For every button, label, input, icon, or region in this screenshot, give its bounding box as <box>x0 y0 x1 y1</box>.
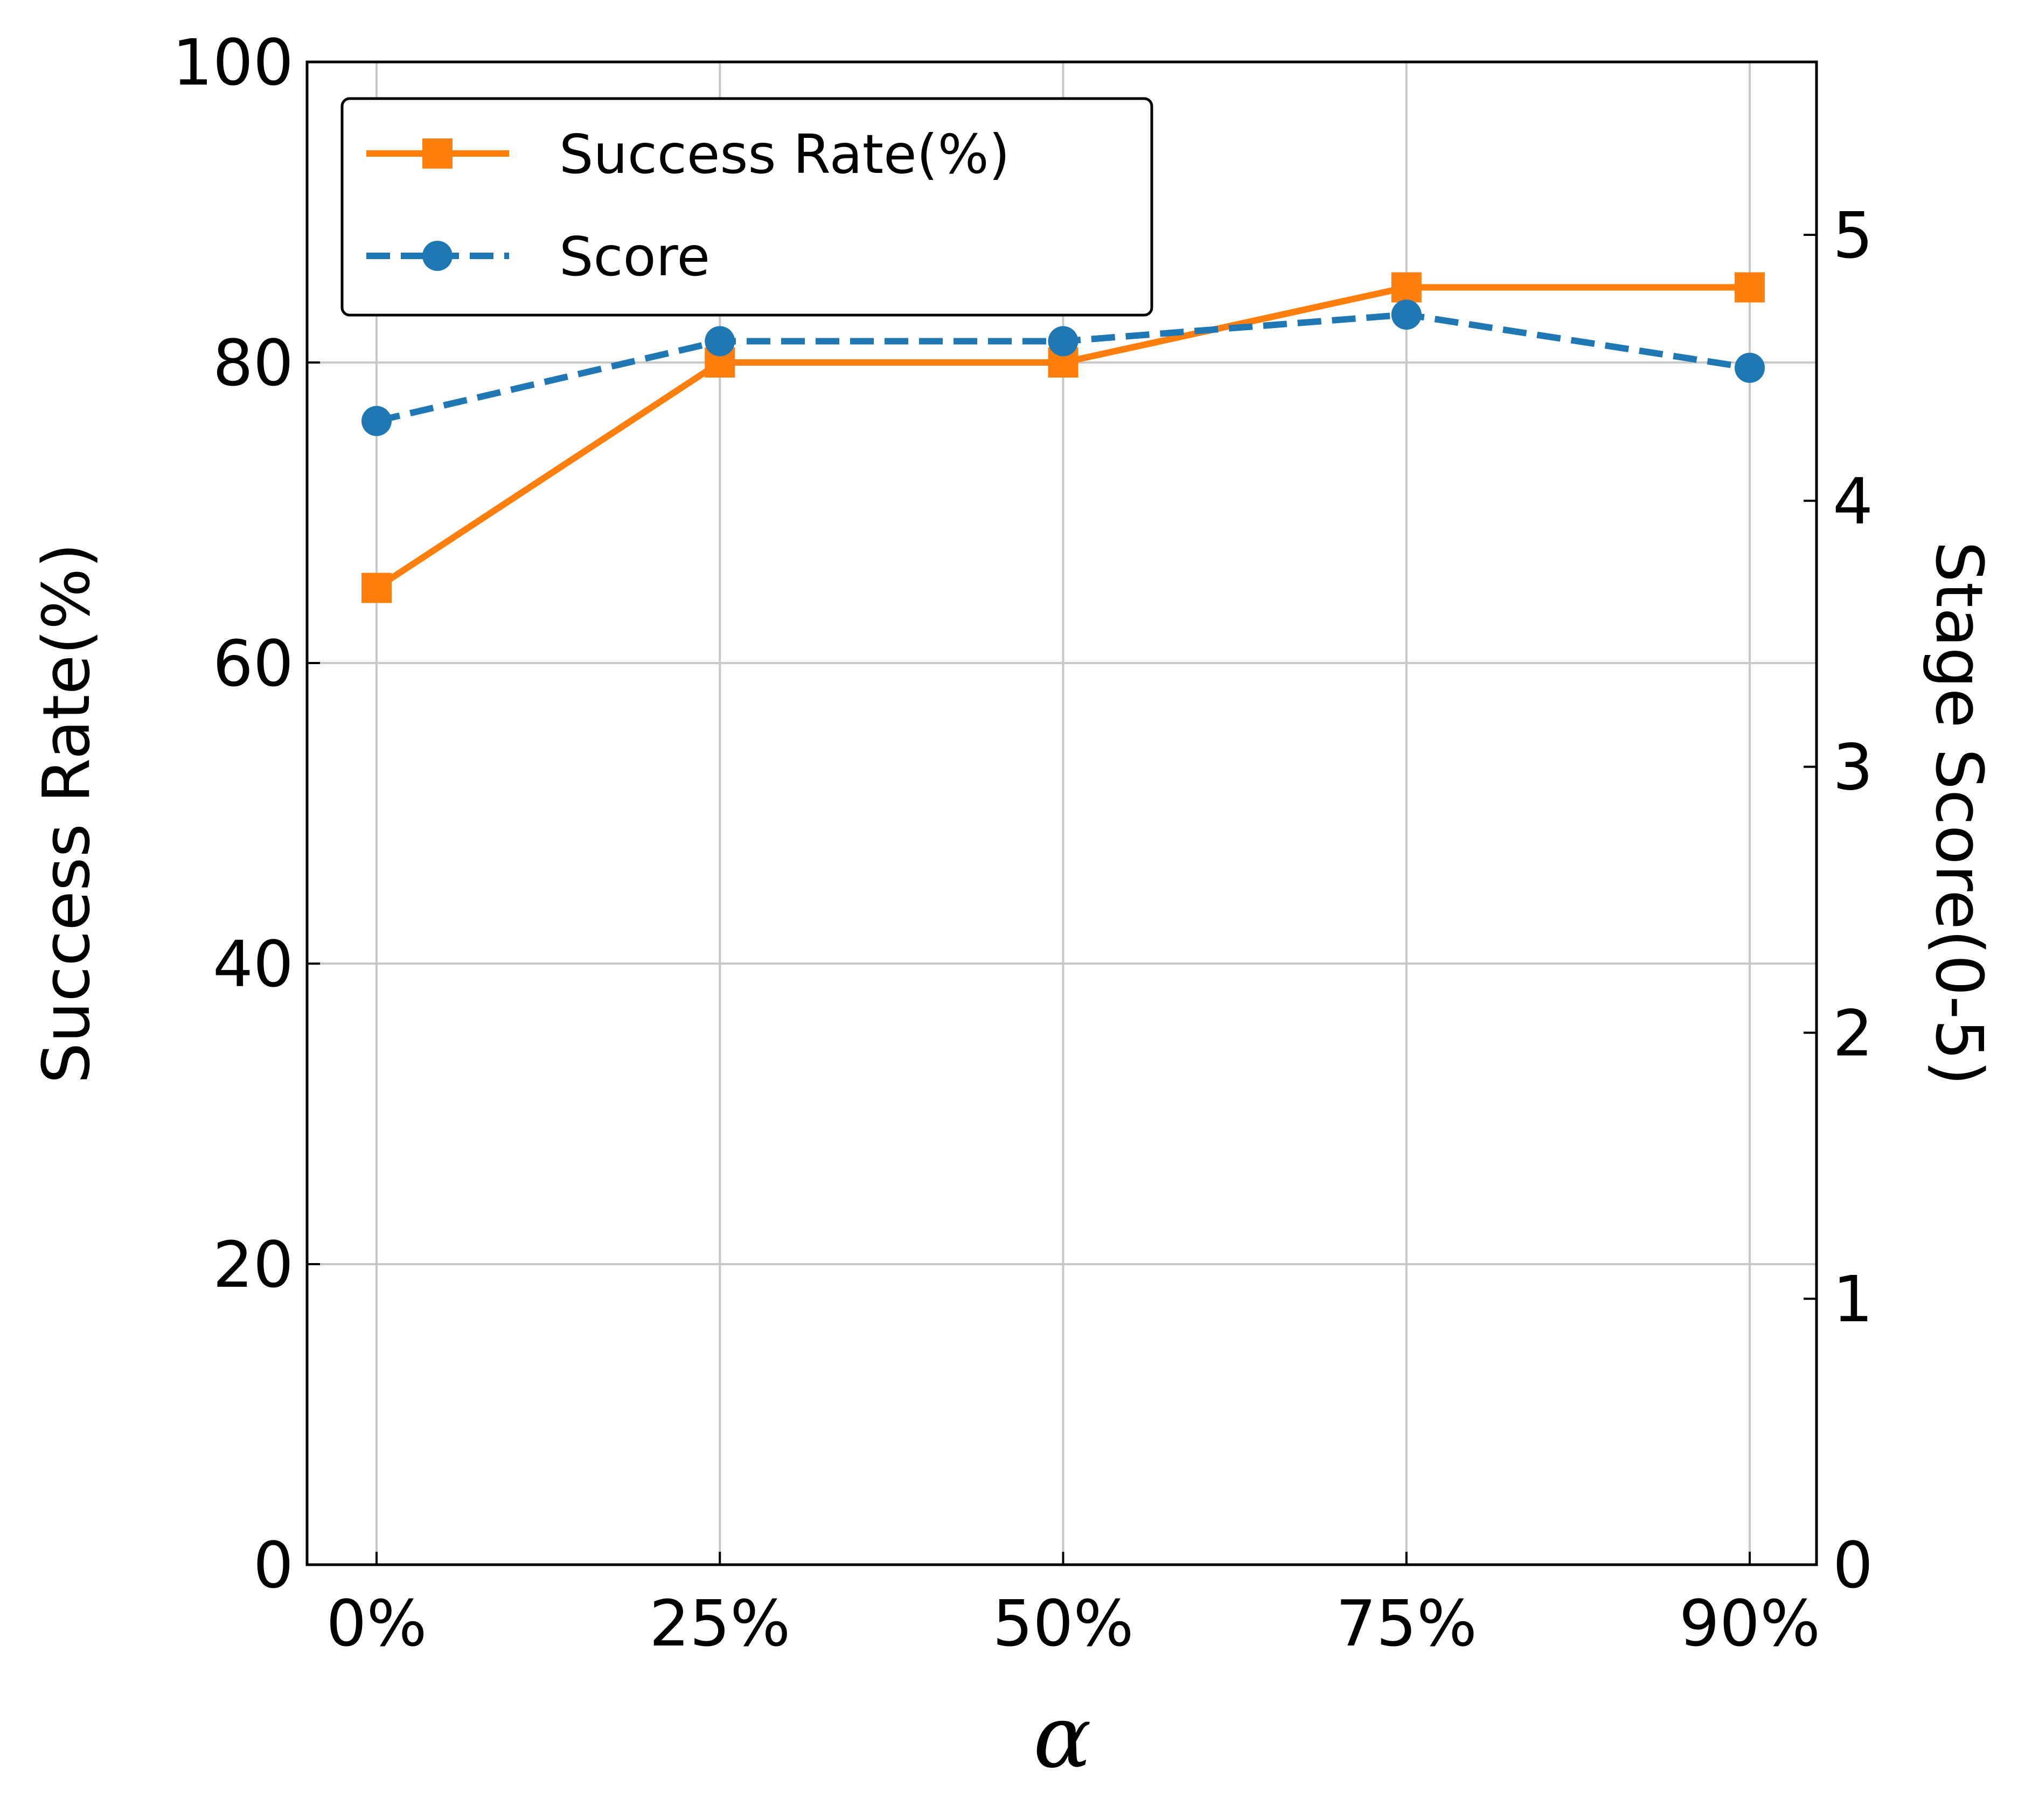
x-axis-title: α <box>1033 1686 1091 1787</box>
y-tick-label: 80 <box>213 326 294 400</box>
data-point-circle <box>705 326 735 357</box>
y2-tick-label: 1 <box>1833 1262 1873 1336</box>
y-axis-title: Success Rate(%) <box>30 543 105 1084</box>
data-point-circle <box>1048 326 1078 357</box>
legend-marker-square <box>422 138 453 169</box>
y2-tick-label: 0 <box>1833 1528 1873 1602</box>
data-point-circle <box>361 406 392 436</box>
y2-tick-label: 4 <box>1833 464 1873 539</box>
data-point-square <box>1391 272 1422 303</box>
y-tick-label: 60 <box>213 626 294 701</box>
y2-tick-label: 5 <box>1833 198 1873 273</box>
x-tick-label: 0% <box>326 1586 427 1661</box>
y2-tick-label: 2 <box>1833 996 1873 1070</box>
x-tick-label: 75% <box>1336 1586 1477 1661</box>
y-tick-label: 100 <box>172 25 294 100</box>
y-tick-label: 40 <box>213 927 294 1001</box>
data-point-square <box>1735 272 1765 303</box>
axis-ticks <box>307 61 1817 1566</box>
y2-tick-label: 3 <box>1833 730 1873 805</box>
plot-series <box>361 272 1765 603</box>
y2-axis-title: Stage Score(0-5) <box>1921 541 1996 1086</box>
legend-marker-circle <box>422 241 453 271</box>
data-point-square <box>361 573 392 603</box>
legend-label: Score <box>559 225 710 288</box>
y-tick-label: 20 <box>213 1228 294 1302</box>
legend-entries: Success Rate(%) Score <box>366 123 1010 288</box>
y-tick-label: 0 <box>253 1528 294 1602</box>
legend-box <box>340 97 1153 317</box>
legend: Success Rate(%) Score <box>340 97 1153 317</box>
x-tick-label: 50% <box>992 1586 1133 1661</box>
x-tick-label: 25% <box>649 1586 790 1661</box>
plot-frame <box>305 60 1818 1566</box>
data-point-circle <box>1735 352 1765 383</box>
data-point-circle <box>1391 299 1422 330</box>
legend-label: Success Rate(%) <box>559 123 1010 186</box>
x-tick-label: 90% <box>1679 1586 1820 1661</box>
